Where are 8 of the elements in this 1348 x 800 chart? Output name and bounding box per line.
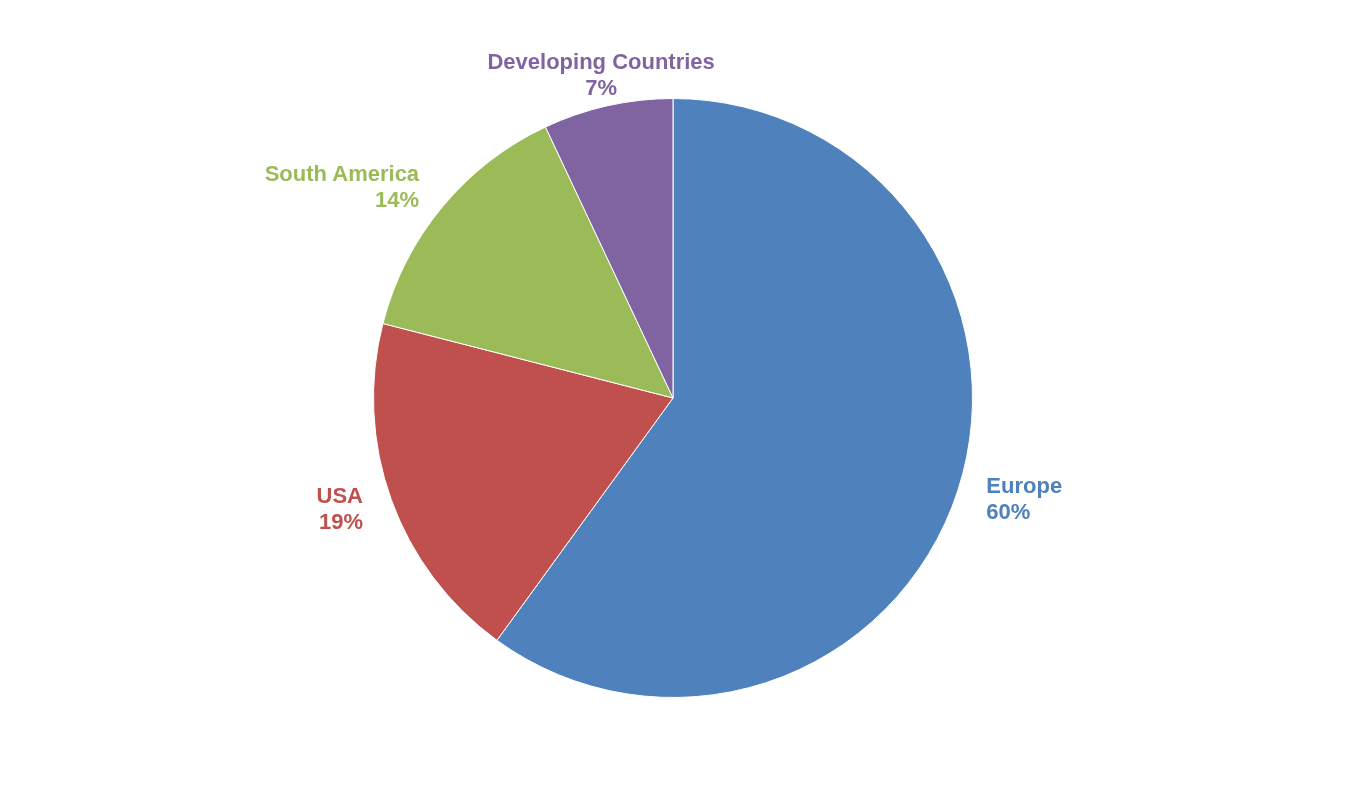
data-label: 14% (375, 187, 420, 213)
slice-label: South America (264, 161, 420, 187)
data-label: 60% (986, 498, 1031, 524)
slice-label: Europe (986, 472, 1063, 498)
slice-label: USA (316, 482, 364, 508)
data-label: 7% (585, 75, 618, 101)
data-label: 19% (318, 508, 363, 534)
slice-label: Developing Countries (487, 49, 715, 75)
